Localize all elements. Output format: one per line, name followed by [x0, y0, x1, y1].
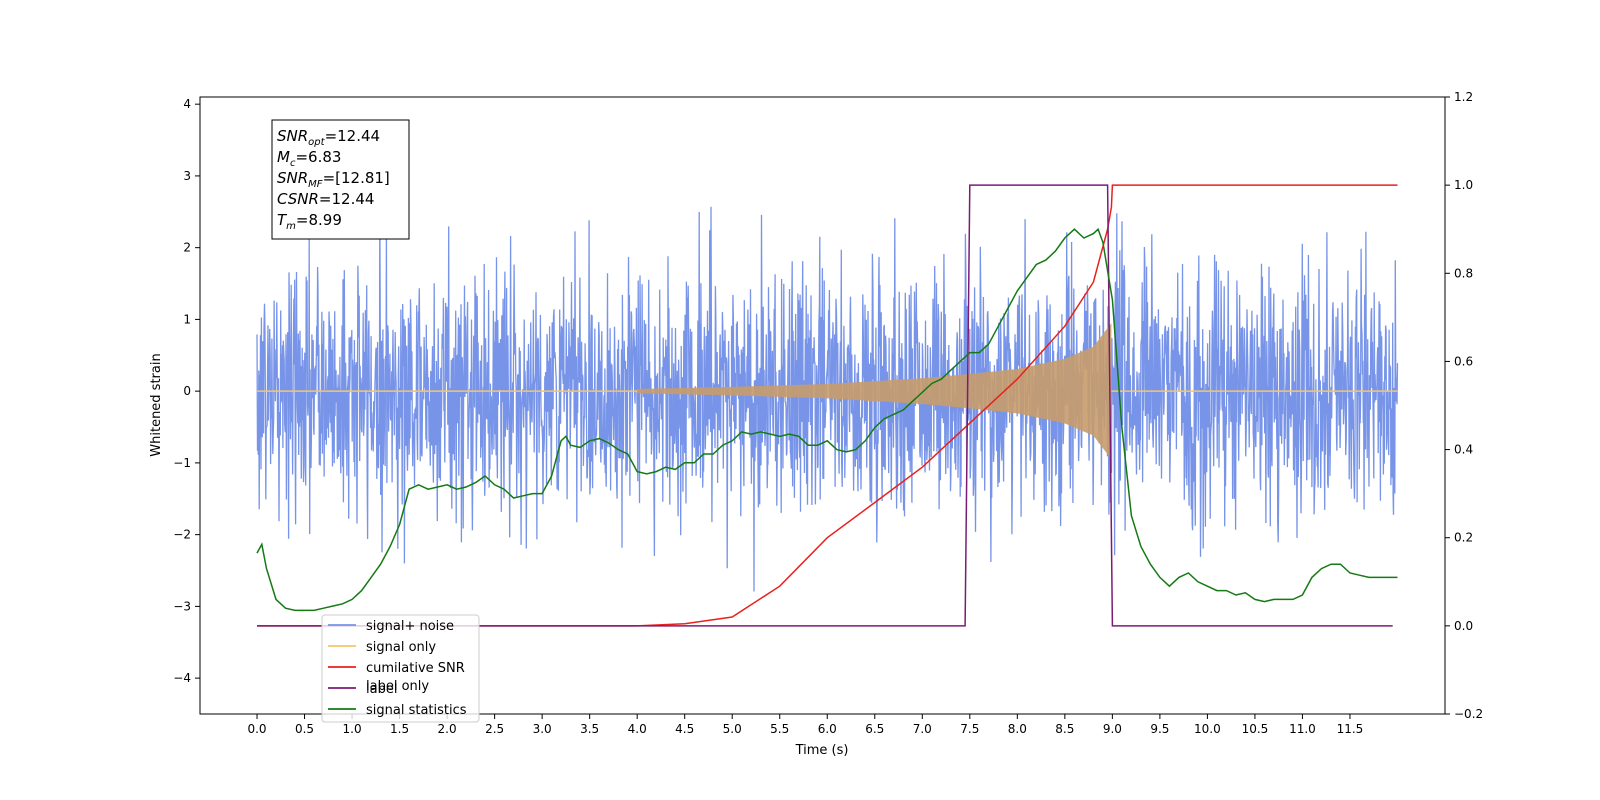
y-tick-label: 2	[183, 241, 191, 255]
y2-tick-label: 0.2	[1454, 531, 1473, 545]
cumulative-snr-line	[257, 184, 1398, 627]
x-tick-label: 7.5	[960, 722, 979, 736]
x-tick-label: 6.0	[818, 722, 837, 736]
y-tick-label: −4	[173, 671, 191, 685]
legend: label only signal+ noise signal only cumila…	[321, 614, 480, 723]
x-tick-label: 0.5	[295, 722, 314, 736]
x-tick-label: 4.0	[628, 722, 647, 736]
x-tick-label: 2.5	[485, 722, 504, 736]
legend-label: signal only	[366, 640, 436, 655]
x-tick-label: 5.5	[770, 722, 789, 736]
y2-tick-label: 0.6	[1454, 354, 1473, 368]
signal-only-band	[257, 323, 1112, 460]
x-tick-label: 8.0	[1008, 722, 1027, 736]
annotation-line: SNRopt=12.44	[277, 127, 380, 148]
legend-label: label	[366, 682, 397, 697]
x-tick-label: 10.5	[1242, 722, 1269, 736]
x-tick-label: 5.0	[723, 722, 742, 736]
y-axis-ticks: 4 3 2 1 0 −1 −2 −3 −4	[173, 97, 200, 685]
plot-frame	[199, 96, 1446, 715]
x-tick-label: 10.0	[1194, 722, 1221, 736]
x-tick-label: 2.0	[438, 722, 457, 736]
x-tick-label: 9.0	[1103, 722, 1122, 736]
x-tick-label: 0.0	[247, 722, 266, 736]
legend-label: cumilative SNR	[366, 661, 465, 676]
y2-tick-label: −0.2	[1454, 707, 1483, 721]
x-tick-label: 9.5	[1150, 722, 1169, 736]
y2-tick-label: 0.8	[1454, 266, 1473, 280]
y-tick-label: 1	[183, 312, 191, 326]
x-tick-label: 6.5	[865, 722, 884, 736]
y2-tick-label: 0.0	[1454, 619, 1473, 633]
x-tick-label: 1.0	[343, 722, 362, 736]
y-tick-label: −2	[173, 528, 191, 542]
annotation-line: Tm=8.99	[277, 211, 342, 232]
y-tick-label: −3	[173, 599, 191, 613]
x-tick-label: 3.5	[580, 722, 599, 736]
x-tick-label: 11.5	[1337, 722, 1364, 736]
x-tick-label: 4.5	[675, 722, 694, 736]
legend-label: signal+ noise	[366, 619, 454, 634]
signal-only-series	[257, 323, 1398, 460]
legend-label: signal statistics	[366, 703, 467, 718]
y2-tick-label: 1.2	[1454, 90, 1473, 104]
y2-tick-label: 0.4	[1454, 443, 1473, 457]
annotation-line: SNRMF=[12.81]	[277, 169, 390, 190]
signal-noise-series	[256, 194, 1399, 592]
x-tick-label: 7.0	[913, 722, 932, 736]
x-tick-label: 11.0	[1289, 722, 1316, 736]
label-line	[257, 184, 1393, 627]
y-tick-label: 4	[183, 97, 191, 111]
y2-tick-label: 1.0	[1454, 178, 1473, 192]
y-axis-label: Whitened strain	[149, 353, 164, 456]
annotation-line: Mc=6.83	[277, 148, 341, 169]
y-tick-label: 0	[183, 384, 191, 398]
annotation-line: CSNR=12.44	[277, 190, 374, 208]
x-tick-label: 8.5	[1055, 722, 1074, 736]
legend-ghost-text: label only	[366, 679, 429, 694]
x-axis-label: Time (s)	[795, 743, 849, 758]
signal-statistics-line	[256, 227, 1398, 612]
y-tick-label: 3	[183, 169, 191, 183]
snr-annotation-box: SNRopt=12.44Mc=6.83SNRMF=[12.81]CSNR=12.…	[271, 119, 410, 240]
y-tick-label: −1	[173, 456, 191, 470]
y2-axis-ticks: 1.2 1.0 0.8 0.6 0.4 0.2 0.0 −0.2	[1445, 90, 1483, 721]
x-axis-ticks: 0.0 0.5 1.0 1.5 2.0 2.5 3.0 3.5 4.0 4.5 5.0 5.5 6.0 6…	[247, 714, 1363, 736]
signal-noise-line	[256, 194, 1399, 592]
x-tick-label: 3.0	[533, 722, 552, 736]
x-tick-label: 1.5	[390, 722, 409, 736]
